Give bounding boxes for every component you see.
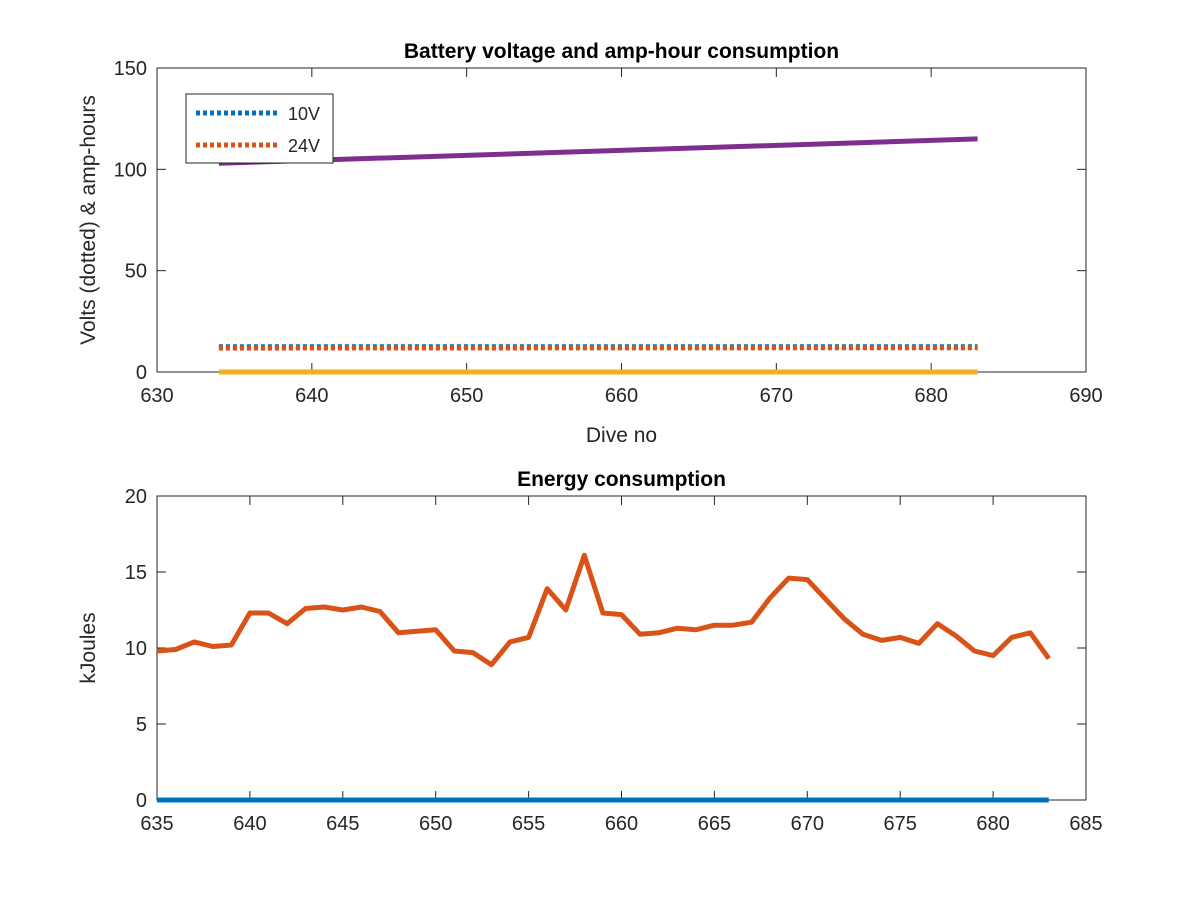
- axes-box: [156, 495, 1087, 801]
- tick-labels: 630 640 650 660 670 680 690 0 50 100 150: [114, 58, 1103, 407]
- y-axis-label: Volts (dotted) & amp-hours: [77, 95, 100, 345]
- voltage-chart: Battery voltage and amp-hour consumption…: [77, 40, 1103, 447]
- y-tick-label: 5: [136, 714, 147, 736]
- x-tick-label: 670: [791, 813, 824, 835]
- y-tick-label: 15: [125, 562, 147, 584]
- tick-labels: 635 640 645 650 655 660 665 670 675 680 685 0 5 10 15 2…: [125, 486, 1103, 835]
- x-tick-label: 680: [976, 813, 1009, 835]
- x-tick-label: 650: [450, 385, 483, 407]
- x-tick-label: 675: [884, 813, 917, 835]
- legend-label-24v: 24V: [288, 136, 320, 156]
- x-tick-label: 680: [914, 385, 947, 407]
- x-tick-label: 650: [419, 813, 452, 835]
- x-tick-label: 640: [233, 813, 266, 835]
- y-tick-label: 0: [136, 362, 147, 384]
- x-axis-label: Dive no: [586, 424, 657, 447]
- x-tick-label: 635: [140, 813, 173, 835]
- y-tick-label: 150: [114, 58, 147, 80]
- y-tick-label: 20: [125, 486, 147, 508]
- y-axis-label: kJoules: [77, 612, 100, 683]
- y-tick-label: 100: [114, 159, 147, 181]
- y-tick-label: 0: [136, 790, 147, 812]
- plot-lines: [156, 552, 1051, 803]
- series-line-3: [218, 136, 978, 166]
- legend: 10V 24V: [185, 93, 334, 164]
- x-tick-label: 640: [295, 385, 328, 407]
- x-tick-label: 660: [605, 385, 638, 407]
- legend-label-10v: 10V: [288, 104, 320, 124]
- energy-chart: Energy consumption 635 640 645 650 655 660 665…: [77, 468, 1103, 835]
- y-tick-label: 50: [125, 261, 147, 283]
- x-tick-label: 630: [140, 385, 173, 407]
- x-tick-label: 645: [326, 813, 359, 835]
- chart-title: Energy consumption: [517, 468, 726, 491]
- x-tick-label: 690: [1069, 385, 1102, 407]
- x-tick-label: 670: [760, 385, 793, 407]
- x-tick-label: 660: [605, 813, 638, 835]
- legend-box: [185, 93, 334, 164]
- chart-title: Battery voltage and amp-hour consumption: [404, 40, 839, 63]
- series-line-1: [156, 552, 1051, 668]
- x-tick-label: 665: [698, 813, 731, 835]
- x-tick-label: 685: [1069, 813, 1102, 835]
- x-tick-label: 655: [512, 813, 545, 835]
- y-tick-label: 10: [125, 638, 147, 660]
- plot-lines: [218, 136, 978, 375]
